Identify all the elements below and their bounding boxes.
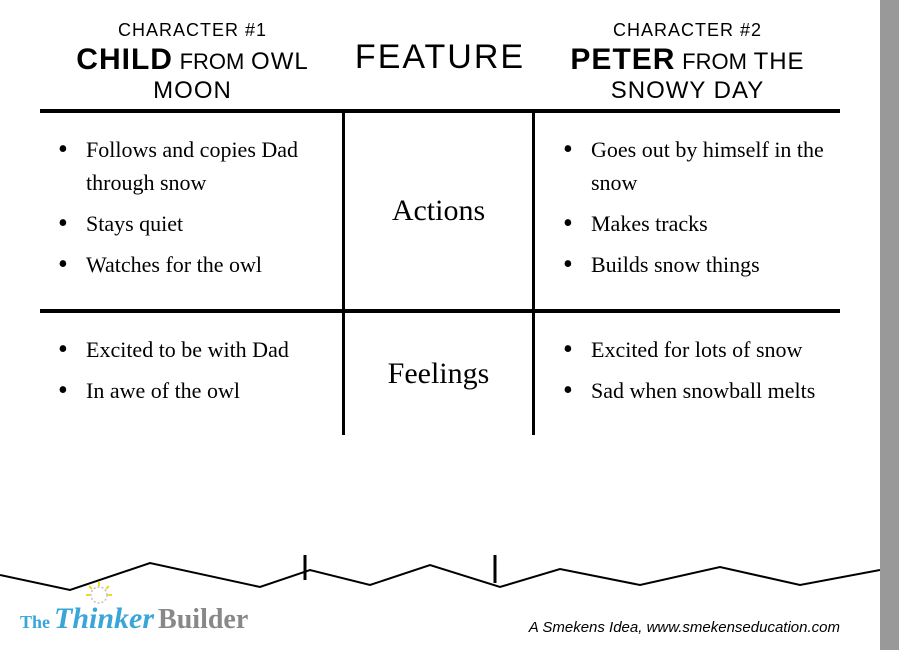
logo-builder: Builder (158, 604, 248, 636)
char1-from: FROM (180, 49, 245, 74)
list-item: Goes out by himself in the snow (563, 133, 830, 199)
feature-feelings-cell: Feelings (345, 313, 535, 435)
list-item: Makes tracks (563, 207, 830, 240)
list-item: In awe of the owl (58, 374, 332, 407)
char1-feelings-list: Excited to be with Dad In awe of the owl (50, 333, 332, 407)
logo-the: The (20, 612, 50, 633)
char2-header: CHARACTER #2 PETER FROM THE SNOWY DAY (535, 20, 840, 105)
right-side-border (880, 0, 899, 650)
feature-title: FEATURE (345, 20, 535, 77)
char1-actions-cell: Follows and copies Dad through snow Stay… (40, 113, 345, 309)
char1-feelings-cell: Excited to be with Dad In awe of the owl (40, 313, 345, 435)
table-row: Excited to be with Dad In awe of the owl… (40, 313, 840, 435)
char1-name-line: CHILD FROM OWL MOON (40, 43, 345, 105)
table-row: Follows and copies Dad through snow Stay… (40, 113, 840, 309)
list-item: Excited to be with Dad (58, 333, 332, 366)
lightbulb-icon (84, 580, 114, 610)
torn-edge-decoration (0, 555, 880, 595)
list-item: Watches for the owl (58, 248, 332, 281)
char2-from: FROM (682, 49, 747, 74)
feature-label: Feelings (388, 357, 490, 391)
list-item: Follows and copies Dad through snow (58, 133, 332, 199)
list-item: Builds snow things (563, 248, 830, 281)
list-item: Excited for lots of snow (563, 333, 830, 366)
feature-label: Actions (392, 194, 485, 228)
char2-label: CHARACTER #2 (535, 20, 840, 41)
char2-feelings-cell: Excited for lots of snow Sad when snowba… (535, 313, 840, 435)
footer: The Thinker Builder A Smekens Idea, www.… (20, 602, 840, 636)
list-item: Stays quiet (58, 207, 332, 240)
char1-name: CHILD (76, 43, 173, 76)
char2-actions-list: Goes out by himself in the snow Makes tr… (555, 133, 830, 281)
credit-text: A Smekens Idea, www.smekenseducation.com (529, 619, 840, 636)
char2-name: PETER (570, 43, 675, 76)
header-row: CHARACTER #1 CHILD FROM OWL MOON FEATURE… (40, 20, 840, 105)
list-item: Sad when snowball melts (563, 374, 830, 407)
char1-label: CHARACTER #1 (40, 20, 345, 41)
char2-feelings-list: Excited for lots of snow Sad when snowba… (555, 333, 830, 407)
feature-header: FEATURE (345, 20, 535, 105)
char1-actions-list: Follows and copies Dad through snow Stay… (50, 133, 332, 281)
char2-name-line: PETER FROM THE SNOWY DAY (535, 43, 840, 105)
comparison-chart: CHARACTER #1 CHILD FROM OWL MOON FEATURE… (0, 0, 880, 650)
logo-thinker: Thinker (54, 602, 154, 636)
feature-actions-cell: Actions (345, 113, 535, 309)
char2-actions-cell: Goes out by himself in the snow Makes tr… (535, 113, 840, 309)
char1-header: CHARACTER #1 CHILD FROM OWL MOON (40, 20, 345, 105)
logo: The Thinker Builder (20, 602, 248, 636)
